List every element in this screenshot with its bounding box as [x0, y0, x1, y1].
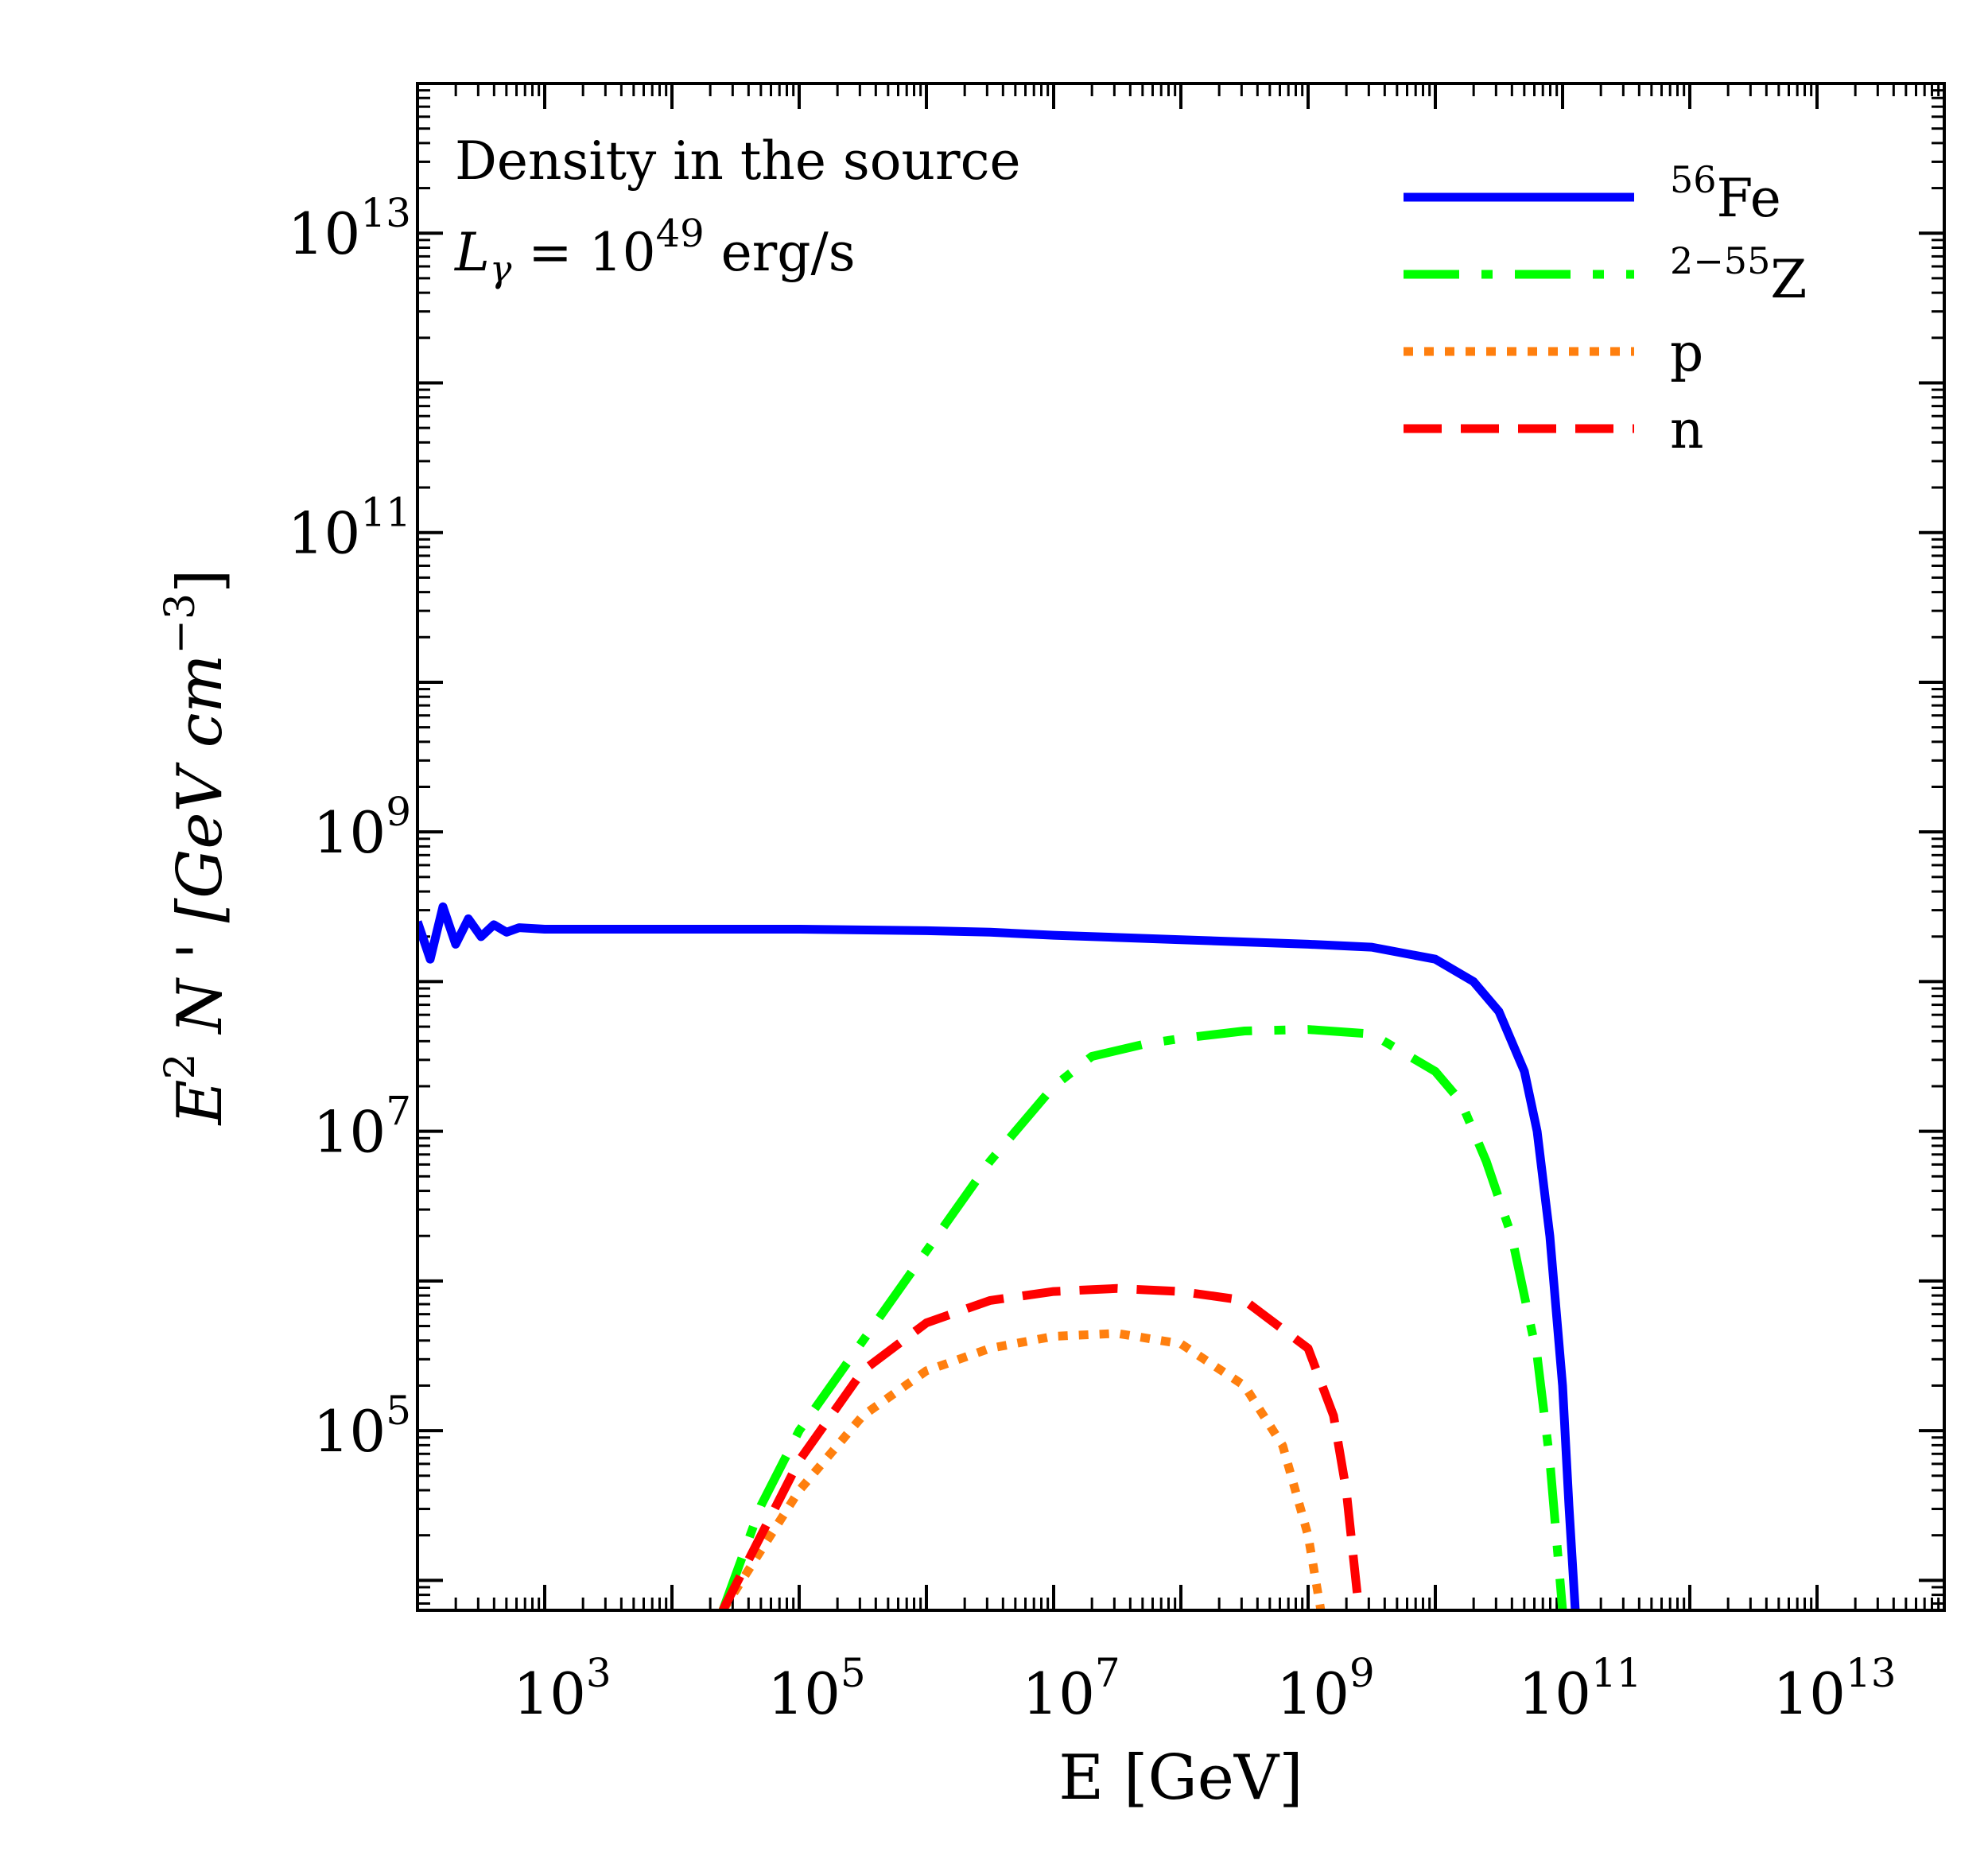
legend-label-n: n — [1670, 399, 1704, 460]
minor-ticks — [417, 83, 1944, 1610]
y-tick-label: 1013 — [288, 190, 411, 267]
series-z-line — [718, 1025, 1567, 1610]
y-tick-label: 107 — [313, 1089, 411, 1166]
x-tick-label: 105 — [767, 1650, 865, 1727]
legend-label-z: 2−55Z — [1670, 239, 1807, 310]
y-tick-label: 109 — [313, 789, 411, 866]
plot-frame — [416, 82, 1946, 1612]
legend-label-p: p — [1670, 322, 1703, 383]
x-tick-label: 1013 — [1773, 1650, 1896, 1727]
series-n-line — [719, 1283, 1364, 1610]
x-tick-label: 109 — [1276, 1650, 1374, 1727]
legend: 56Fe 2−55Z p n — [1404, 158, 1807, 460]
y-tick-label: 105 — [313, 1388, 411, 1465]
x-tick-label: 107 — [1022, 1650, 1120, 1727]
y-axis-title: E2 N ' [GeV cm−3] — [157, 569, 236, 1127]
series-p-line — [719, 1329, 1326, 1610]
tick-labels: 103 105 107 109 1011 1013 105 107 109 1011 1013 — [288, 190, 1897, 1727]
series-fe-line — [417, 902, 1580, 1610]
x-tick-label: 1011 — [1518, 1650, 1641, 1727]
y-tick-label: 1011 — [288, 490, 411, 567]
legend-label-fe: 56Fe — [1670, 158, 1781, 229]
y-axis-title-unit-sup: −3 — [157, 593, 204, 654]
y-axis-title-end: ] — [165, 569, 236, 593]
series-layer — [417, 902, 1580, 1610]
y-axis-title-sup: 2 — [157, 1053, 204, 1079]
x-tick-label: 103 — [513, 1650, 611, 1727]
x-axis-title: E [GeV] — [1058, 1742, 1303, 1814]
y-axis-title-base: E — [165, 1079, 236, 1126]
annotation-title: Density in the source — [455, 130, 1021, 192]
y-axis-title-mid: N ' [GeV cm — [165, 654, 236, 1054]
annotation-luminosity: Lγ = 1049 erg/s — [454, 212, 856, 290]
